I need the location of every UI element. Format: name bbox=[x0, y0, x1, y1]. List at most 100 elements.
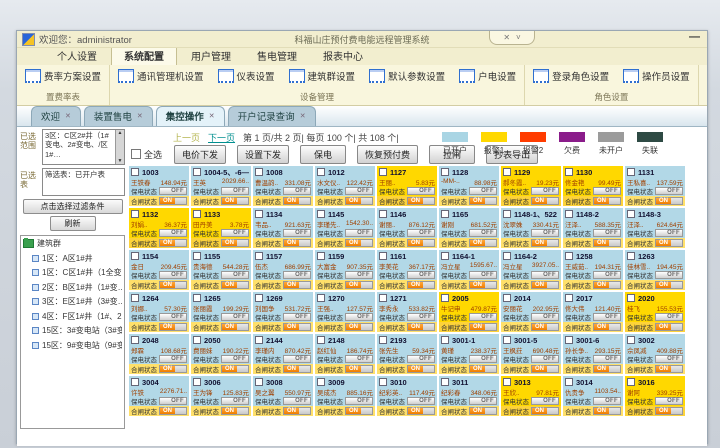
switch-toggle[interactable]: ON bbox=[407, 239, 435, 247]
meter-checkbox[interactable] bbox=[441, 210, 449, 218]
meter-checkbox[interactable] bbox=[441, 294, 449, 302]
meter-checkbox[interactable] bbox=[379, 252, 387, 260]
meter-checkbox[interactable] bbox=[565, 294, 573, 302]
switch-toggle[interactable]: ON bbox=[221, 281, 249, 289]
meter-checkbox[interactable] bbox=[565, 252, 573, 260]
meter-checkbox[interactable] bbox=[255, 168, 263, 176]
meter-checkbox[interactable] bbox=[317, 252, 325, 260]
ribbon-button-建筑群设置[interactable]: 建筑群设置 bbox=[287, 68, 358, 84]
protect-toggle[interactable]: OFF bbox=[469, 271, 497, 279]
switch-toggle[interactable]: ON bbox=[159, 197, 187, 205]
meter-card[interactable]: 1129 郝冬霞.. 19.23元 保电状态 OFF 合闸状态 ON bbox=[501, 166, 561, 206]
switch-toggle[interactable]: ON bbox=[345, 365, 373, 373]
meter-checkbox[interactable] bbox=[255, 294, 263, 302]
meter-card[interactable]: 1133 田丹美 3.78元 保电状态 OFF 合闸状态 ON bbox=[191, 208, 251, 248]
protect-toggle[interactable]: OFF bbox=[283, 313, 311, 321]
protect-toggle[interactable]: OFF bbox=[221, 229, 249, 237]
meter-checkbox[interactable] bbox=[255, 210, 263, 218]
meter-card[interactable]: 1134 韦品.. 921.63元 保电状态 OFF 合闸状态 ON bbox=[253, 208, 313, 248]
meter-card[interactable]: 3004 许铁 2276.71.. 保电状态 OFF 合闸状态 ON bbox=[129, 376, 189, 416]
close-tab-icon[interactable]: ✕ bbox=[208, 113, 215, 120]
switch-toggle[interactable]: ON bbox=[159, 407, 187, 415]
meter-card[interactable]: 3014 仇贵争 1103.54.. 保电状态 OFF 合闸状态 ON bbox=[563, 376, 623, 416]
protect-toggle[interactable]: OFF bbox=[593, 397, 621, 405]
protect-toggle[interactable]: OFF bbox=[407, 355, 435, 363]
meter-checkbox[interactable] bbox=[565, 336, 573, 344]
menu-item-售电管理[interactable]: 售电管理 bbox=[257, 52, 297, 63]
switch-toggle[interactable]: ON bbox=[345, 281, 373, 289]
meter-checkbox[interactable] bbox=[379, 378, 387, 386]
tree-root[interactable]: 建筑群 bbox=[23, 238, 122, 249]
protect-toggle[interactable]: OFF bbox=[593, 355, 621, 363]
protect-toggle[interactable]: OFF bbox=[531, 355, 559, 363]
switch-toggle[interactable]: ON bbox=[407, 323, 435, 331]
meter-checkbox[interactable] bbox=[379, 336, 387, 344]
protect-toggle[interactable]: OFF bbox=[655, 313, 683, 321]
switch-toggle[interactable]: ON bbox=[283, 407, 311, 415]
ribbon-button-登录角色设置[interactable]: 登录角色设置 bbox=[531, 68, 611, 84]
ribbon-button-操作员设置[interactable]: 操作员设置 bbox=[621, 68, 692, 84]
protect-toggle[interactable]: OFF bbox=[221, 355, 249, 363]
meter-card[interactable]: 1271 李秀永 533.82元 保电状态 OFF 合闸状态 ON bbox=[377, 292, 437, 332]
protect-toggle[interactable]: OFF bbox=[159, 397, 187, 405]
meter-card[interactable]: 1148-3 汪泽.. 624.64元 保电状态 OFF 合闸状态 ON bbox=[625, 208, 685, 248]
refresh-button[interactable]: 刷新 bbox=[49, 216, 96, 231]
meter-checkbox[interactable] bbox=[255, 336, 263, 344]
protect-toggle[interactable]: OFF bbox=[407, 397, 435, 405]
meter-card[interactable]: 1159 大富金 907.35元 保电状态 OFF 合闸状态 ON bbox=[315, 250, 375, 290]
switch-toggle[interactable]: ON bbox=[159, 281, 187, 289]
menu-item-报表中心[interactable]: 报表中心 bbox=[323, 52, 363, 63]
protect-toggle[interactable]: OFF bbox=[221, 271, 249, 279]
meter-checkbox[interactable] bbox=[627, 252, 635, 260]
switch-toggle[interactable]: ON bbox=[655, 239, 683, 247]
switch-toggle[interactable]: ON bbox=[345, 323, 373, 331]
tree-node[interactable]: 4区：F区1#井（1#、2… bbox=[23, 311, 122, 322]
switch-toggle[interactable]: ON bbox=[159, 239, 187, 247]
meter-checkbox[interactable] bbox=[193, 378, 201, 386]
switch-toggle[interactable]: ON bbox=[469, 365, 497, 373]
meter-checkbox[interactable] bbox=[503, 336, 511, 344]
meter-checkbox[interactable] bbox=[193, 336, 201, 344]
action-button-保电[interactable]: 保电 bbox=[300, 144, 347, 164]
meter-checkbox[interactable] bbox=[627, 336, 635, 344]
switch-toggle[interactable]: ON bbox=[469, 323, 497, 331]
menu-item-用户管理[interactable]: 用户管理 bbox=[191, 52, 231, 63]
meter-checkbox[interactable] bbox=[565, 210, 573, 218]
select-all[interactable]: 全选 bbox=[131, 148, 162, 161]
protect-toggle[interactable]: OFF bbox=[593, 313, 621, 321]
switch-toggle[interactable]: ON bbox=[221, 323, 249, 331]
meter-checkbox[interactable] bbox=[503, 294, 511, 302]
meter-checkbox[interactable] bbox=[441, 252, 449, 260]
switch-toggle[interactable]: ON bbox=[159, 323, 187, 331]
meter-checkbox[interactable] bbox=[193, 168, 201, 176]
meter-card[interactable]: 1263 佳林雪.. 194.45元 保电状态 OFF 合闸状态 ON bbox=[625, 250, 685, 290]
meter-checkbox[interactable] bbox=[441, 378, 449, 386]
protect-toggle[interactable]: OFF bbox=[469, 187, 497, 195]
meter-card[interactable]: 3009 吴成杰 885.16元 保电状态 OFF 合闸状态 ON bbox=[315, 376, 375, 416]
protect-toggle[interactable]: OFF bbox=[469, 313, 497, 321]
meter-checkbox[interactable] bbox=[131, 210, 139, 218]
prev-page-link[interactable]: 上一页 bbox=[173, 132, 201, 143]
window-controls[interactable]: ✕ ˅ bbox=[489, 31, 535, 45]
tree-node[interactable]: 1区：C区1#井（1全变… bbox=[23, 267, 122, 278]
meter-card[interactable]: 1128 -MM-.. 88.98元 保电状态 OFF 合闸状态 ON bbox=[439, 166, 499, 206]
meter-card[interactable]: 3006 王为锋 125.83元 保电状态 OFF 合闸状态 ON bbox=[191, 376, 251, 416]
switch-toggle[interactable]: ON bbox=[531, 365, 559, 373]
action-button-恢复预付费[interactable]: 恢复预付费 bbox=[357, 144, 419, 164]
meter-checkbox[interactable] bbox=[441, 336, 449, 344]
protect-toggle[interactable]: OFF bbox=[531, 313, 559, 321]
selected-range-listbox[interactable]: 3区：C区2#井（1#变电、2#变电、/区1#… ▲ ▼ bbox=[42, 129, 125, 165]
meter-checkbox[interactable] bbox=[131, 294, 139, 302]
meter-card[interactable]: 3002 佘凤减 409.88元 保电状态 OFF 合闸状态 ON bbox=[625, 334, 685, 374]
meter-checkbox[interactable] bbox=[255, 378, 263, 386]
protect-toggle[interactable]: OFF bbox=[593, 187, 621, 195]
protect-toggle[interactable]: OFF bbox=[221, 397, 249, 405]
switch-toggle[interactable]: ON bbox=[407, 281, 435, 289]
meter-checkbox[interactable] bbox=[131, 378, 139, 386]
protect-toggle[interactable]: OFF bbox=[345, 229, 373, 237]
meter-card[interactable]: 2020 桂飞 155.53元 保电状态 OFF 合闸状态 ON bbox=[625, 292, 685, 332]
protect-toggle[interactable]: OFF bbox=[655, 397, 683, 405]
meter-checkbox[interactable] bbox=[627, 378, 635, 386]
protect-toggle[interactable]: OFF bbox=[531, 397, 559, 405]
protect-toggle[interactable]: OFF bbox=[283, 187, 311, 195]
